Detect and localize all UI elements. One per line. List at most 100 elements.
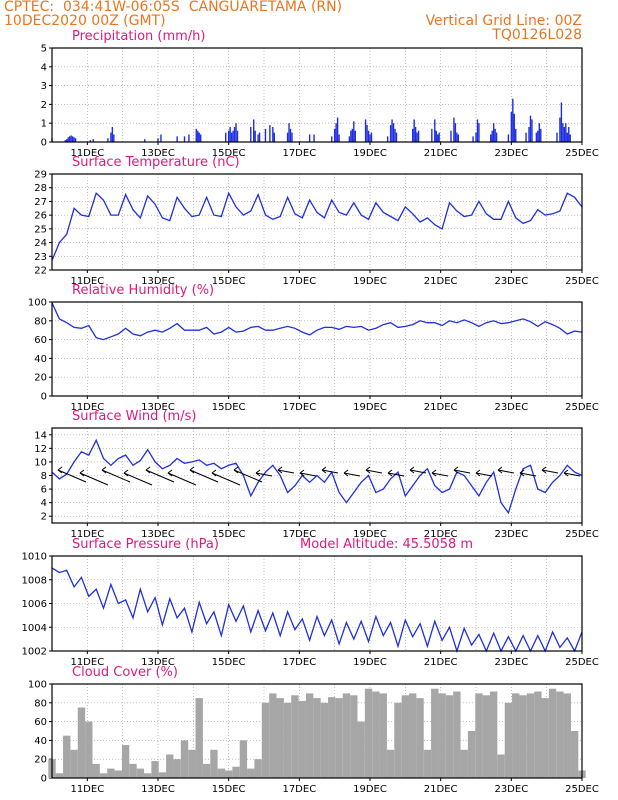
precip-bar <box>507 134 510 142</box>
wind-arrowhead <box>343 469 349 477</box>
cloud-bar <box>254 759 262 778</box>
panel-5-xtick-label: 17DEC <box>282 657 316 668</box>
panel-6-ytick-label: 40 <box>34 736 47 747</box>
wind-vector <box>145 469 175 483</box>
cloud-bar <box>166 754 174 778</box>
precip-bar <box>92 139 94 142</box>
wind-vector <box>431 472 449 477</box>
precip-bar <box>453 117 455 142</box>
wind-vector <box>387 472 405 477</box>
precip-bar <box>510 111 513 142</box>
cloud-bar <box>63 735 71 778</box>
precip-bar <box>232 130 234 142</box>
panel-3-xtick-label: 23DEC <box>494 402 528 413</box>
cloud-bar <box>541 698 549 778</box>
panel-2-xtick-label: 25DEC <box>565 276 599 287</box>
precip-bar <box>416 132 418 142</box>
panel-4-xtick-label: 21DEC <box>424 529 458 540</box>
panel-5-ytick-label: 1004 <box>22 623 47 634</box>
precip-bar <box>556 132 558 142</box>
panel-6-xtick-label: 17DEC <box>282 784 316 795</box>
panel-2-xtick-label: 13DEC <box>141 276 175 287</box>
panel-3-xtick-label: 17DEC <box>282 402 316 413</box>
precip-bar <box>475 132 477 142</box>
panel-4-ytick-label: 8 <box>41 471 47 482</box>
cloud-bar <box>129 763 137 778</box>
panel-1-xtick-label: 15DEC <box>212 148 246 159</box>
cloud-bar <box>512 693 520 778</box>
cloud-bar <box>394 702 402 778</box>
cloud-bar <box>202 763 211 778</box>
wind-arrowhead <box>255 469 261 477</box>
precip-bar <box>313 134 315 142</box>
panel-6-ytick-label: 100 <box>28 680 47 691</box>
wind-arrowhead <box>189 466 195 474</box>
cloud-bar <box>144 773 152 778</box>
panel-6-ytick-label: 60 <box>34 717 47 728</box>
wind-arrowhead <box>431 469 437 477</box>
cloud-bar <box>497 754 505 778</box>
panel-4-ytick-label: 10 <box>34 457 47 468</box>
precip-bar <box>431 128 433 142</box>
precip-bar <box>366 125 368 142</box>
wind-vector <box>409 469 427 474</box>
panel-1-ytick-label: 2 <box>41 100 47 111</box>
panel-5-xtick-label: 19DEC <box>353 657 387 668</box>
precip-bar <box>457 134 460 142</box>
wind-vector <box>255 472 273 477</box>
wind-vector <box>79 472 109 486</box>
precip-bar <box>64 140 66 142</box>
precip-bar <box>235 123 237 142</box>
precip-bar <box>395 132 398 142</box>
wind-vector <box>541 469 559 474</box>
cloud-bar <box>305 693 314 778</box>
panel-5-xtick-label: 11DEC <box>70 657 104 668</box>
panel-3-ytick-label: 40 <box>34 354 47 365</box>
precip-bar <box>333 128 336 142</box>
panel-6-xtick-label: 23DEC <box>494 784 528 795</box>
panel-3-xtick-label: 25DEC <box>565 402 599 413</box>
precip-bar <box>229 126 231 142</box>
panel-2-xtick-label: 19DEC <box>353 276 387 287</box>
wind-arrowhead <box>101 466 107 474</box>
panel-2-ytick-label: 23 <box>34 252 47 263</box>
precip-bar <box>188 134 190 142</box>
precip-bar <box>197 130 199 142</box>
precip-bar <box>289 128 292 142</box>
cloud-bar <box>409 693 417 778</box>
panel-4-xtick-label: 23DEC <box>494 529 528 540</box>
panel-5-xtick-label: 21DEC <box>424 657 458 668</box>
panel-4-ytick-label: 2 <box>41 512 47 523</box>
panel-1-xtick-label: 13DEC <box>141 148 175 159</box>
wind-arrowhead <box>145 466 151 474</box>
cloud-bar <box>232 766 240 778</box>
cloud-bar <box>416 698 424 778</box>
cloud-bar <box>92 763 100 778</box>
precip-bar <box>291 132 293 142</box>
cloud-bar <box>114 770 122 778</box>
panel-2-ytick-label: 26 <box>34 211 47 222</box>
precip-bar <box>230 132 233 142</box>
cloud-bar <box>195 698 203 778</box>
chart-header: CPTEC: 034:41W-06:05S CANGUARETAMA (RN) … <box>0 0 618 48</box>
precip-bar <box>288 123 290 142</box>
cloud-bar <box>70 749 78 778</box>
wind-arrowhead <box>299 469 305 477</box>
precip-bar <box>71 136 74 142</box>
model-id: TQ0126L028 <box>492 27 582 43</box>
precip-bar <box>254 130 256 142</box>
precip-bar <box>367 130 370 142</box>
wind-vector <box>189 469 219 483</box>
panel-1-ytick-label: 1 <box>41 119 47 130</box>
panel-6-xtick-label: 21DEC <box>424 784 458 795</box>
cloud-bar <box>291 695 299 778</box>
precip-bar <box>111 126 114 142</box>
panel-4-xtick-label: 25DEC <box>565 529 599 540</box>
panel-1-title: Precipitation (mm/h) <box>72 29 205 44</box>
cloud-bar <box>158 772 167 778</box>
panel-6-title: Cloud Cover (%) <box>72 665 178 680</box>
cloud-bar <box>475 693 483 778</box>
cloud-bar <box>548 688 557 778</box>
precip-bar <box>490 134 492 142</box>
